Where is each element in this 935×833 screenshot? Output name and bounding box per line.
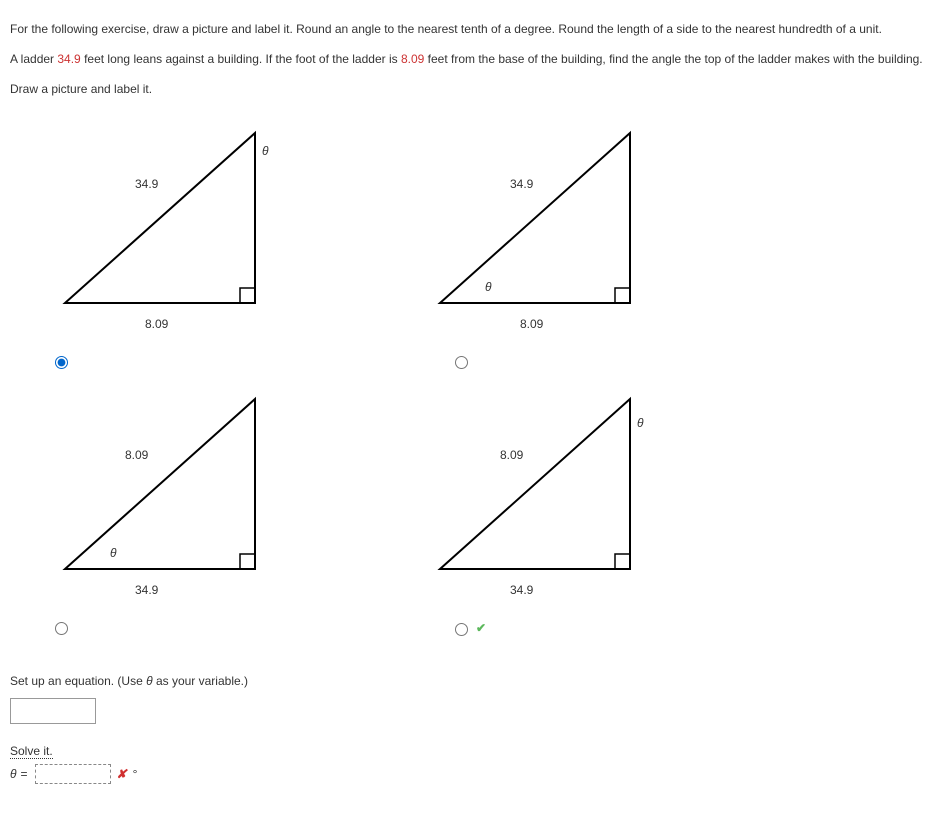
option-3: 8.09 34.9 θ (10, 379, 410, 637)
theta-label: θ (262, 144, 269, 158)
option-2: 34.9 8.09 θ (410, 113, 810, 369)
base-label: 34.9 (510, 583, 534, 597)
options-grid: 34.9 8.09 θ 34.9 8.09 θ 8.09 34.9 θ (10, 113, 925, 647)
option-4: 8.09 34.9 θ ✔ (410, 379, 810, 637)
theta-input[interactable] (35, 764, 111, 784)
hyp-label: 34.9 (135, 177, 159, 191)
base-label: 34.9 (135, 583, 159, 597)
hyp-label: 8.09 (125, 448, 149, 462)
triangle-1: 34.9 8.09 θ (10, 113, 310, 343)
x-mark-icon: ✘ (117, 765, 127, 783)
equation-prompt: Set up an equation. (Use θ as your varia… (10, 674, 248, 688)
instruction-line-1: For the following exercise, draw a pictu… (10, 20, 925, 38)
text-frag: A ladder (10, 52, 57, 66)
option-1-radio[interactable] (55, 356, 68, 369)
hyp-label: 34.9 (510, 177, 534, 191)
degree-symbol: ° (133, 765, 138, 783)
ladder-length-value: 34.9 (57, 52, 80, 66)
theta-row: θ = ✘ ° (10, 764, 925, 784)
hyp-label: 8.09 (500, 448, 524, 462)
equation-input[interactable] (10, 698, 96, 724)
instruction-line-2: A ladder 34.9 feet long leans against a … (10, 50, 925, 68)
theta-label: θ (485, 280, 492, 294)
check-icon: ✔ (476, 619, 486, 637)
text-frag: feet from the base of the building, find… (424, 52, 922, 66)
option-4-radio[interactable] (455, 623, 468, 636)
option-3-radio[interactable] (55, 622, 68, 635)
theta-label: θ (110, 546, 117, 560)
text-frag: Set up an equation. (Use (10, 674, 146, 688)
instruction-line-3: Draw a picture and label it. (10, 80, 925, 98)
equation-section: Set up an equation. (Use θ as your varia… (10, 672, 925, 724)
text-frag: as your variable.) (153, 674, 248, 688)
option-2-radio[interactable] (455, 356, 468, 369)
theta-label: θ (637, 416, 644, 430)
foot-distance-value: 8.09 (401, 52, 424, 66)
base-label: 8.09 (145, 317, 169, 331)
equals-sign: = (21, 765, 28, 783)
solve-section: Solve it. θ = ✘ ° (10, 742, 925, 784)
triangle-2: 34.9 8.09 θ (410, 113, 710, 343)
text-frag: feet long leans against a building. If t… (81, 52, 401, 66)
triangle-4: 8.09 34.9 θ (410, 379, 710, 609)
instructions-block: For the following exercise, draw a pictu… (10, 20, 925, 98)
triangle-3: 8.09 34.9 θ (10, 379, 310, 609)
option-1: 34.9 8.09 θ (10, 113, 410, 369)
theta-symbol: θ (10, 765, 17, 783)
solve-label: Solve it. (10, 744, 53, 759)
base-label: 8.09 (520, 317, 544, 331)
